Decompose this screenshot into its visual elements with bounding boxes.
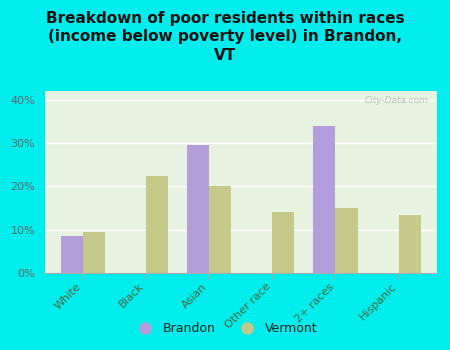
Bar bbox=[209, 186, 231, 273]
Bar bbox=[313, 126, 335, 273]
Bar bbox=[61, 236, 83, 273]
Legend: Brandon, Vermont: Brandon, Vermont bbox=[128, 317, 322, 340]
Bar bbox=[83, 232, 105, 273]
Bar bbox=[335, 208, 358, 273]
Text: Breakdown of poor residents within races
(income below poverty level) in Brandon: Breakdown of poor residents within races… bbox=[46, 10, 404, 63]
Bar bbox=[272, 212, 294, 273]
Bar bbox=[187, 145, 209, 273]
Text: City-Data.com: City-Data.com bbox=[364, 97, 429, 105]
Bar bbox=[146, 175, 168, 273]
Bar bbox=[399, 215, 421, 273]
